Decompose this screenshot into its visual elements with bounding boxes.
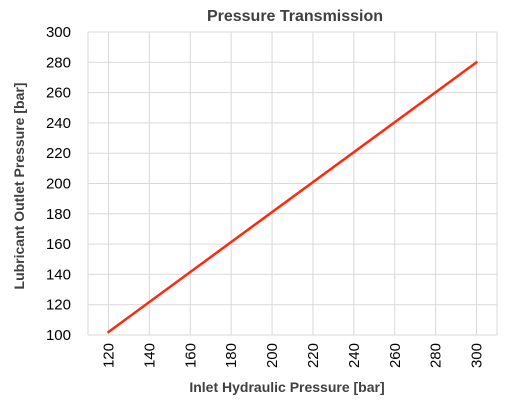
x-tick-labels: 120 140 160 180 200 220 240 260 280 300 <box>100 343 485 368</box>
chart-title: Pressure Transmission <box>207 8 383 25</box>
y-tick-label: 180 <box>46 206 71 223</box>
y-tick-label: 120 <box>46 297 71 314</box>
y-tick-label: 220 <box>46 145 71 162</box>
x-tick-label: 280 <box>428 343 445 368</box>
y-tick-label: 260 <box>46 85 71 102</box>
y-tick-label: 160 <box>46 236 71 253</box>
x-tick-label: 160 <box>182 343 199 368</box>
x-axis-title: Inlet Hydraulic Pressure [bar] <box>189 379 384 395</box>
y-tick-label: 240 <box>46 115 71 132</box>
y-tick-label: 100 <box>46 327 71 344</box>
series-line <box>107 61 478 334</box>
y-tick-label: 280 <box>46 54 71 71</box>
horizontal-gridlines <box>88 31 497 336</box>
x-tick-label: 220 <box>305 343 322 368</box>
series-lines <box>107 61 478 334</box>
y-tick-labels: 100 120 140 160 180 200 220 240 260 280 300 <box>46 24 71 344</box>
x-tick-label: 120 <box>100 343 117 368</box>
x-tick-label: 240 <box>346 343 363 368</box>
y-axis-title: Lubricant Outlet Pressure [bar] <box>11 83 27 290</box>
y-tick-label: 300 <box>46 24 71 41</box>
y-tick-label: 140 <box>46 266 71 283</box>
x-tick-label: 140 <box>141 343 158 368</box>
x-tick-label: 300 <box>469 343 486 368</box>
x-tick-label: 260 <box>387 343 404 368</box>
x-tick-label: 180 <box>223 343 240 368</box>
y-tick-label: 200 <box>46 176 71 193</box>
x-tick-label: 200 <box>264 343 281 368</box>
